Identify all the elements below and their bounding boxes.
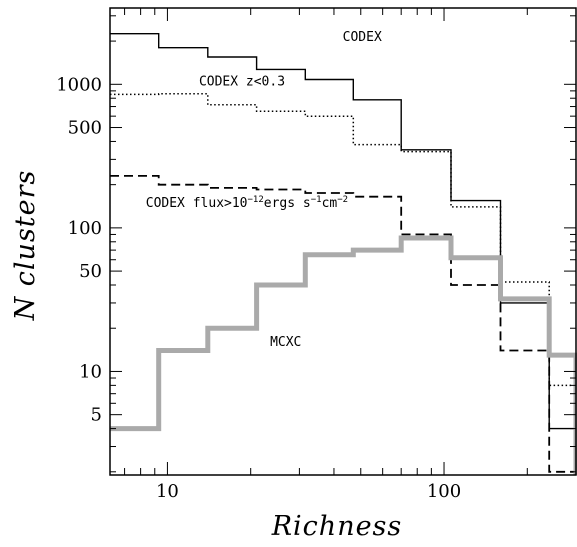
annotation-superscript: −12 [248,195,264,205]
y-tick-label: 1000 [56,74,102,95]
y-axis-label: N clusters [10,170,41,322]
annotation-text-part: ergs s [264,196,311,211]
annotation-text-part: CODEX flux>10 [146,196,248,211]
annotation-text-part: cm [322,196,338,211]
annotation-codex-z: CODEX z<0.3 [199,75,285,90]
annotation-superscript: −2 [337,195,348,205]
y-tick-label: 50 [79,261,102,282]
series-codex-flux-line [110,175,576,473]
plot-frame [109,7,577,476]
y-tick-label: 5 [91,405,102,426]
annotation-mcxc: MCXC [270,335,301,350]
series-mcxc-line [110,235,577,475]
y-tick-label: 500 [68,118,102,139]
y-tick-label: 10 [79,361,102,382]
tick-layer: 10 100 5 10 50 100 500 1000 [56,8,577,502]
annotation-codex-flux: CODEX flux>10−12ergs s−1cm−2 [146,195,348,211]
annotation-layer: CODEX CODEX z<0.3 CODEX flux>10−12ergs s−1… [146,30,382,350]
x-tick-label: 10 [156,481,179,502]
series-codex-z-line [110,92,576,387]
series-layer [110,33,577,475]
annotation-codex: CODEX [343,30,382,45]
annotation-superscript: −1 [311,195,322,205]
x-axis-label: Richness [271,511,403,542]
series-codex-line [110,33,576,430]
x-tick-label: 100 [427,481,461,502]
y-tick-label: 100 [68,218,102,239]
